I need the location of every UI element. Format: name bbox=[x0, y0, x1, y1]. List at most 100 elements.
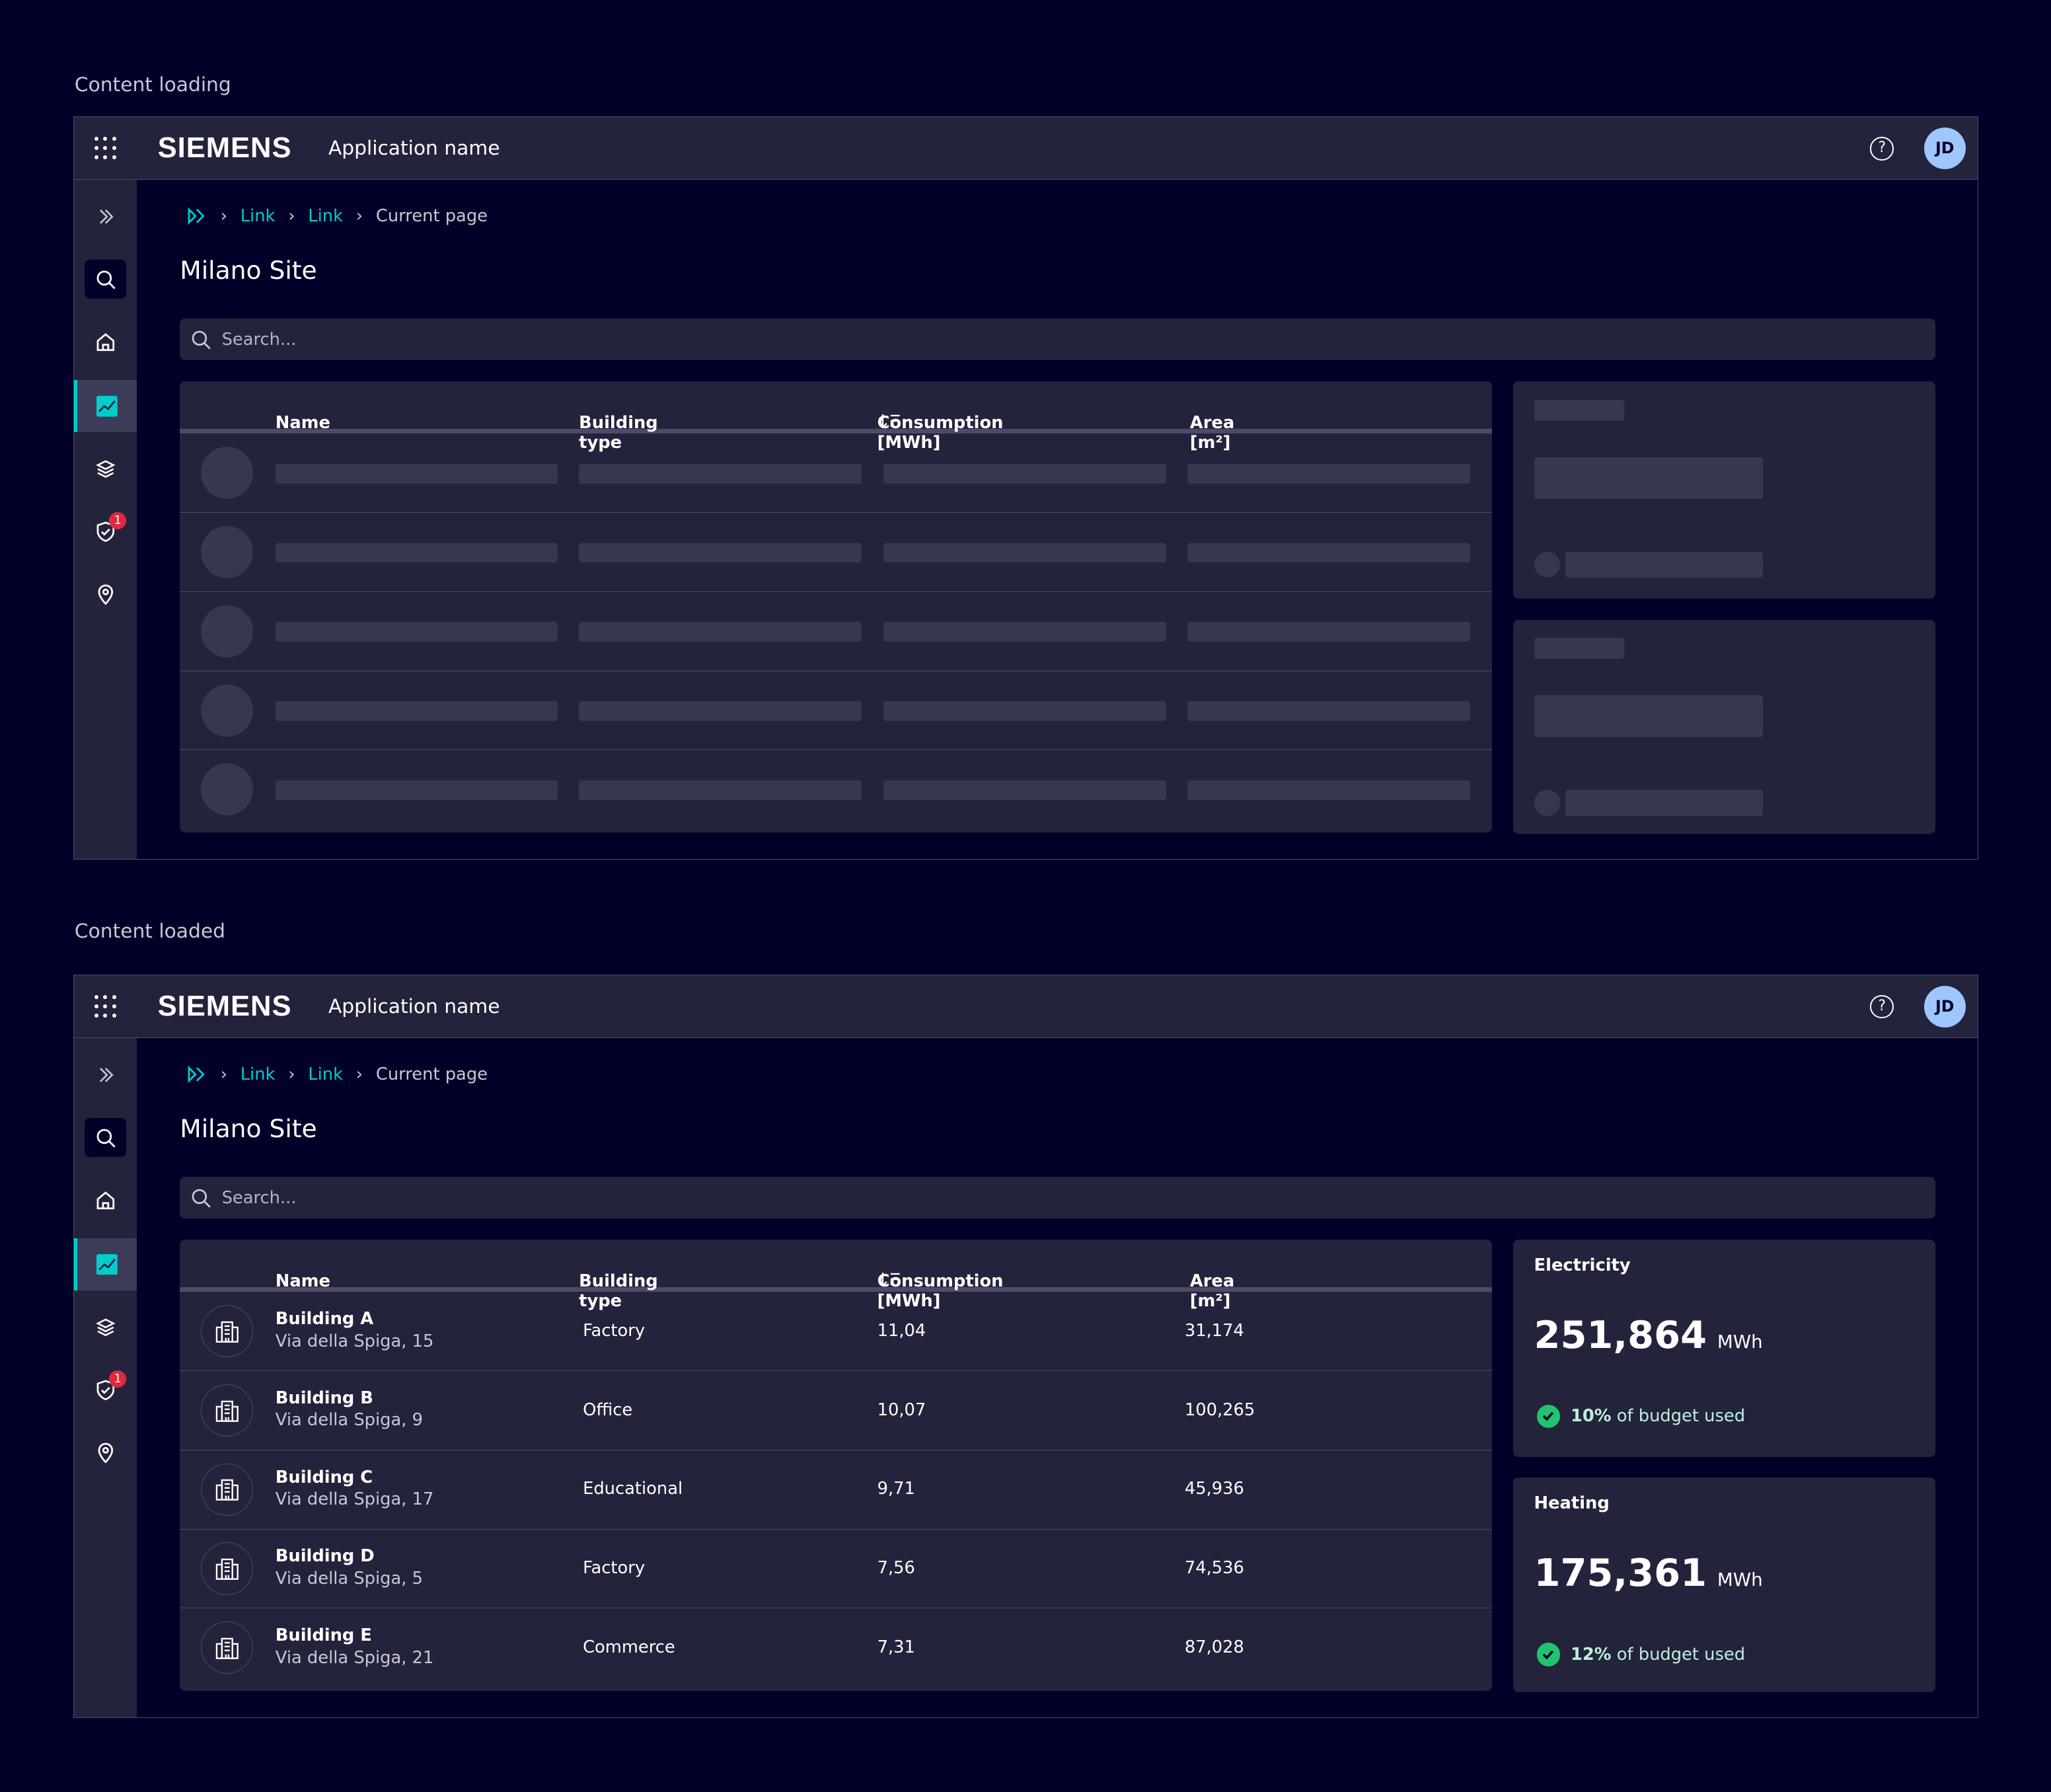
home-icon bbox=[95, 1190, 116, 1211]
check-circle-icon bbox=[1536, 1642, 1561, 1666]
skeleton-avatar bbox=[200, 684, 254, 737]
home-double-chevron-icon[interactable] bbox=[186, 207, 207, 225]
building-type: Factory bbox=[583, 1558, 646, 1579]
double-chevron-right-icon bbox=[96, 207, 115, 226]
sidebar-item-analytics[interactable] bbox=[73, 1238, 137, 1291]
skeleton-bar bbox=[883, 542, 1167, 563]
chevron-right-icon: › bbox=[355, 1064, 363, 1084]
sort-desc-icon[interactable] bbox=[877, 1271, 901, 1287]
notification-badge: 1 bbox=[109, 1370, 127, 1388]
help-circle-icon[interactable]: ? bbox=[1870, 994, 1894, 1019]
skeleton-bar bbox=[1187, 701, 1470, 721]
skeleton-bar bbox=[579, 701, 862, 721]
chevron-right-icon: › bbox=[288, 205, 295, 226]
skeleton-row bbox=[180, 750, 1492, 829]
column-header-label: Building type bbox=[579, 1271, 658, 1311]
skeleton-bar bbox=[1534, 638, 1625, 659]
skeleton-card bbox=[1512, 619, 1936, 835]
building-type: Office bbox=[583, 1400, 633, 1420]
building-icon bbox=[200, 1542, 254, 1595]
sidebar-item-location[interactable] bbox=[74, 1427, 137, 1479]
breadcrumb-current: Current page bbox=[375, 205, 488, 226]
sidebar-item-home[interactable] bbox=[74, 316, 137, 368]
skeleton-bar bbox=[883, 463, 1167, 484]
skeleton-bar bbox=[883, 622, 1167, 642]
skeleton-bar bbox=[1534, 457, 1764, 500]
table-row[interactable]: Building A Via della Spiga, 15 Factory 1… bbox=[180, 1292, 1493, 1372]
skeleton-bar bbox=[579, 780, 862, 800]
building-icon bbox=[200, 1463, 254, 1516]
building-type: Educational bbox=[583, 1479, 683, 1499]
home-double-chevron-icon[interactable] bbox=[186, 1065, 207, 1084]
building-name: Building B bbox=[275, 1388, 373, 1408]
breadcrumb-link[interactable]: Link bbox=[240, 205, 276, 226]
page-title: Milano Site bbox=[180, 1113, 317, 1143]
area: 45,936 bbox=[1184, 1479, 1244, 1499]
card-title: Electricity bbox=[1534, 1255, 1631, 1275]
sidebar-item-location[interactable] bbox=[74, 568, 137, 620]
layers-icon bbox=[95, 459, 116, 480]
building-address: Via della Spiga, 15 bbox=[275, 1331, 434, 1351]
area: 74,536 bbox=[1184, 1558, 1244, 1579]
skeleton-bar bbox=[1565, 551, 1764, 578]
layers-icon bbox=[95, 1317, 116, 1338]
table-row[interactable]: Building D Via della Spiga, 5 Factory 7,… bbox=[180, 1530, 1493, 1609]
breadcrumb: › Link › Link › Current page bbox=[186, 206, 488, 226]
breadcrumb-link[interactable]: Link bbox=[308, 205, 343, 226]
building-icon bbox=[200, 1384, 254, 1437]
sidebar-item-analytics[interactable] bbox=[73, 380, 137, 433]
column-header-label: Consumption [MWh] bbox=[877, 1271, 1004, 1311]
building-type: Factory bbox=[583, 1320, 646, 1341]
breadcrumb-link[interactable]: Link bbox=[240, 1064, 276, 1084]
sidebar-item-search[interactable] bbox=[74, 1111, 137, 1164]
skeleton-bar bbox=[883, 701, 1167, 721]
building-type: Commerce bbox=[583, 1637, 675, 1657]
skeleton-row bbox=[180, 513, 1493, 592]
sidebar-item-layers[interactable] bbox=[74, 443, 137, 495]
sidebar-item-home[interactable] bbox=[74, 1174, 137, 1226]
buildings-table: Name Building type Consumption [MWh] Area [… bbox=[180, 381, 1493, 833]
table-header: Name Building type Consumption [MWh] Area [… bbox=[180, 1240, 1493, 1311]
section-label: Content loading bbox=[74, 73, 231, 96]
section-label: Content loaded bbox=[74, 919, 225, 943]
consumption: 7,56 bbox=[877, 1558, 915, 1579]
search-input[interactable]: Search... bbox=[180, 1177, 1936, 1219]
card-value: 175,361 bbox=[1534, 1551, 1707, 1596]
sidebar-item-search[interactable] bbox=[74, 253, 137, 305]
app-header: SIEMENS Application name ? JD bbox=[73, 117, 1978, 180]
skeleton-bar bbox=[275, 542, 558, 563]
user-avatar[interactable]: JD bbox=[1923, 128, 1966, 170]
apps-grid-icon[interactable] bbox=[74, 995, 137, 1018]
sort-desc-icon[interactable] bbox=[877, 413, 901, 429]
sidebar-item-expand[interactable] bbox=[74, 1049, 137, 1101]
sidebar-item-expand[interactable] bbox=[74, 190, 137, 243]
sidebar-item-layers[interactable] bbox=[74, 1301, 137, 1353]
budget-text: of budget used bbox=[1616, 1406, 1746, 1427]
shield-check-icon bbox=[95, 1380, 116, 1401]
building-address: Via della Spiga, 5 bbox=[275, 1568, 423, 1588]
area: 100,265 bbox=[1184, 1400, 1255, 1420]
building-name: Building C bbox=[275, 1467, 373, 1487]
apps-grid-icon[interactable] bbox=[74, 137, 137, 160]
user-avatar[interactable]: JD bbox=[1923, 985, 1966, 1028]
help-circle-icon[interactable]: ? bbox=[1870, 136, 1894, 161]
trend-chart-icon bbox=[96, 395, 118, 417]
breadcrumb-link[interactable]: Link bbox=[308, 1064, 343, 1084]
trend-chart-icon bbox=[96, 1253, 118, 1275]
table-row[interactable]: Building C Via della Spiga, 17 Education… bbox=[180, 1450, 1493, 1530]
app-frame-loaded: SIEMENS Application name ? JD 1 › Link › Li… bbox=[73, 975, 1978, 1718]
building-address: Via della Spiga, 17 bbox=[275, 1489, 434, 1510]
table-row[interactable]: Building E Via della Spiga, 21 Commerce … bbox=[180, 1608, 1492, 1688]
chevron-right-icon: › bbox=[355, 205, 363, 226]
search-input[interactable]: Search... bbox=[180, 318, 1936, 361]
table-row[interactable]: Building B Via della Spiga, 9 Office 10,… bbox=[180, 1371, 1493, 1450]
sidebar-item-security[interactable]: 1 bbox=[74, 505, 137, 558]
home-icon bbox=[95, 332, 116, 353]
sidebar-item-security[interactable]: 1 bbox=[74, 1364, 137, 1416]
building-icon bbox=[200, 1622, 254, 1674]
building-icon bbox=[200, 1305, 254, 1358]
skeleton-avatar bbox=[200, 605, 254, 657]
budget-text: of budget used bbox=[1616, 1644, 1746, 1664]
skeleton-bar bbox=[579, 463, 862, 484]
